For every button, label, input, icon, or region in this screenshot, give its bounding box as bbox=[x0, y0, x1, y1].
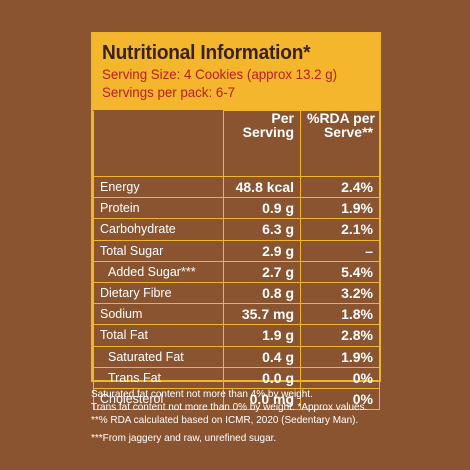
nutrient-name: Total Sugar bbox=[93, 239, 224, 262]
per-serving-value: 1.9 g bbox=[223, 324, 301, 347]
rda-value: – bbox=[300, 239, 380, 262]
nutrient-name: Sodium bbox=[93, 303, 224, 326]
per-serving-value: 0.0 g bbox=[223, 366, 301, 389]
table-row: Protein 0.9 g 1.9% bbox=[93, 197, 380, 220]
nutrient-name: Total Fat bbox=[93, 324, 224, 347]
per-serving-value: 35.7 mg bbox=[223, 303, 301, 326]
rda-value: 0% bbox=[300, 366, 380, 389]
footnote-added-sugar: ***From jaggery and raw, unrefined sugar… bbox=[91, 432, 277, 445]
rda-label-line2: Serve** bbox=[323, 124, 373, 140]
nutrient-name: Energy bbox=[93, 175, 224, 199]
per-serving-label-line2: Serving bbox=[242, 124, 294, 140]
rda-value: 2.4% bbox=[300, 175, 380, 199]
per-serving-column-header: Per Serving bbox=[223, 110, 301, 177]
per-serving-value: 0.4 g bbox=[223, 345, 301, 368]
nutrient-name: Added Sugar*** bbox=[93, 260, 224, 283]
per-serving-value: 48.8 kcal bbox=[223, 175, 301, 199]
nutrition-header: Nutritional Information* Serving Size: 4… bbox=[93, 34, 379, 110]
per-serving-value: 6.3 g bbox=[223, 218, 301, 241]
rda-value: 2.1% bbox=[300, 218, 380, 241]
table-row: Cholesterol 0.0 mg 0% bbox=[93, 387, 380, 411]
table-row: Added Sugar*** 2.7 g 5.4% bbox=[93, 260, 380, 283]
per-serving-value: 0.9 g bbox=[223, 197, 301, 220]
table-row: Sodium 35.7 mg 1.8% bbox=[93, 303, 380, 326]
rda-value: 0% bbox=[300, 387, 380, 411]
rda-value: 1.8% bbox=[300, 303, 380, 326]
servings-per-pack: Servings per pack: 6-7 bbox=[102, 84, 236, 100]
rda-value: 5.4% bbox=[300, 260, 380, 283]
footnote-saturated-fat: Saturated fat content not more than 4% b… bbox=[91, 388, 313, 400]
nutrient-column-header bbox=[93, 110, 224, 177]
nutrient-name: Protein bbox=[93, 197, 224, 220]
table-row: Energy 48.8 kcal 2.4% bbox=[93, 175, 380, 199]
rda-value: 1.9% bbox=[300, 197, 380, 220]
table-row: Dietary Fibre 0.8 g 3.2% bbox=[93, 281, 380, 305]
rda-value: 2.8% bbox=[300, 324, 380, 347]
serving-size: Serving Size: 4 Cookies (approx 13.2 g) bbox=[102, 66, 338, 82]
nutrient-name: Cholesterol bbox=[93, 387, 224, 411]
footnotes: Saturated fat content not more than 4% b… bbox=[91, 388, 421, 445]
nutrition-panel: Nutritional Information* Serving Size: 4… bbox=[91, 32, 381, 411]
rda-value: 1.9% bbox=[300, 345, 380, 368]
per-serving-value: 0.8 g bbox=[223, 281, 301, 305]
table-row: Trans Fat 0.0 g 0% bbox=[93, 366, 380, 389]
rda-label-line1: %RDA per bbox=[307, 110, 375, 126]
per-serving-label-line1: Per bbox=[271, 110, 294, 126]
table-row: Total Sugar 2.9 g – bbox=[93, 239, 380, 262]
nutrient-name: Carbohydrate bbox=[93, 218, 224, 241]
footnote-trans-fat: Trans fat content not more than 0% by we… bbox=[91, 400, 368, 413]
per-serving-value: 2.7 g bbox=[223, 260, 301, 283]
nutrition-title: Nutritional Information* bbox=[102, 41, 311, 64]
nutrient-name: Saturated Fat bbox=[93, 345, 224, 368]
nutrition-table: Per Serving %RDA per Serve** Energy 48.8… bbox=[93, 110, 380, 411]
rda-value: 3.2% bbox=[300, 281, 380, 305]
table-row: Carbohydrate 6.3 g 2.1% bbox=[93, 218, 380, 241]
nutrient-name: Trans Fat bbox=[93, 366, 224, 389]
table-header-row: Per Serving %RDA per Serve** bbox=[93, 110, 380, 177]
footnote-rda: **% RDA calculated based on ICMR, 2020 (… bbox=[91, 413, 359, 426]
per-serving-value: 2.9 g bbox=[223, 239, 301, 262]
nutrient-name: Dietary Fibre bbox=[93, 281, 224, 305]
table-row: Saturated Fat 0.4 g 1.9% bbox=[93, 345, 380, 368]
table-row: Total Fat 1.9 g 2.8% bbox=[93, 324, 380, 347]
rda-column-header: %RDA per Serve** bbox=[300, 110, 380, 177]
